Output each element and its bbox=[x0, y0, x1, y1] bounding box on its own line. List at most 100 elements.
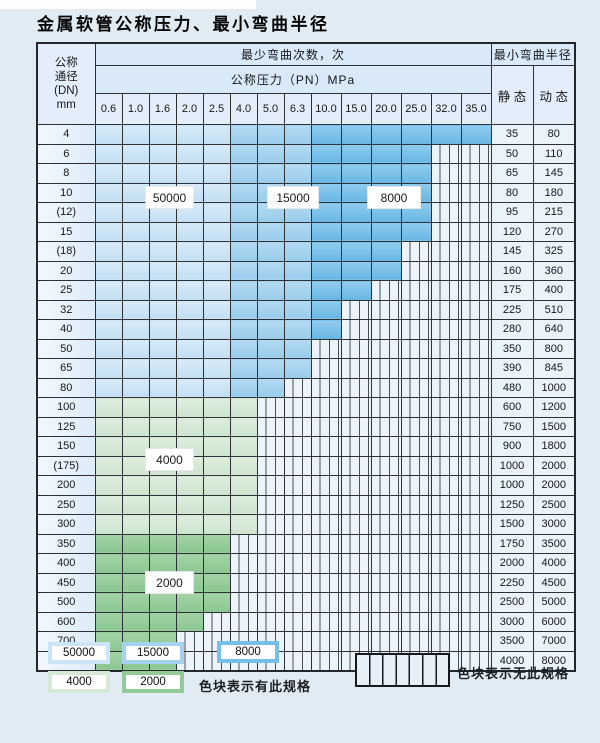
cell-dn: 65 bbox=[36, 358, 96, 379]
cell-spec-available bbox=[400, 143, 432, 164]
cell-spec-available bbox=[175, 358, 204, 379]
cell-spec-available bbox=[148, 514, 177, 535]
cell-spec-available bbox=[256, 143, 285, 164]
cell-spec-available bbox=[229, 260, 258, 281]
cell-dynamic-radius: 325 bbox=[532, 241, 576, 262]
cell-spec-available bbox=[283, 260, 312, 281]
cell-spec-available bbox=[202, 592, 231, 613]
cell-no-spec bbox=[430, 611, 462, 632]
cell-dynamic-radius: 4500 bbox=[532, 572, 576, 593]
cell-spec-available bbox=[175, 611, 204, 632]
static-column-header: 静 态 bbox=[490, 65, 534, 125]
cell-no-spec bbox=[430, 533, 462, 554]
cell-spec-available bbox=[175, 592, 204, 613]
cell-no-spec bbox=[430, 163, 462, 184]
cell-static-radius: 65 bbox=[490, 163, 534, 184]
cell-spec-available bbox=[121, 163, 150, 184]
cell-spec-available bbox=[256, 124, 285, 145]
cell-spec-available bbox=[229, 436, 258, 457]
cell-no-spec bbox=[370, 533, 402, 554]
cell-static-radius: 1500 bbox=[490, 514, 534, 535]
cell-spec-available bbox=[202, 163, 231, 184]
cell-spec-available bbox=[94, 592, 123, 613]
cell-spec-available bbox=[121, 299, 150, 320]
cell-dynamic-radius: 110 bbox=[532, 143, 576, 164]
cell-spec-available bbox=[148, 494, 177, 515]
cell-spec-available bbox=[229, 319, 258, 340]
cell-spec-available bbox=[175, 338, 204, 359]
table-row: 600 3000 6000 bbox=[36, 611, 576, 632]
cell-spec-available bbox=[121, 241, 150, 262]
cell-spec-available bbox=[340, 241, 372, 262]
table-row: 32 225 510 bbox=[36, 299, 576, 320]
cell-dynamic-radius: 400 bbox=[532, 280, 576, 301]
cell-spec-available bbox=[94, 377, 123, 398]
cell-no-spec bbox=[460, 533, 492, 554]
cell-spec-available bbox=[148, 611, 177, 632]
cell-no-spec bbox=[400, 611, 432, 632]
cell-dn: (12) bbox=[36, 202, 96, 223]
cell-spec-available bbox=[121, 182, 150, 203]
pressure-value-header: 2.5 bbox=[202, 93, 231, 125]
cycles-label-15000: 15000 bbox=[267, 186, 319, 209]
table-row: 20 160 360 bbox=[36, 260, 576, 281]
cell-spec-available bbox=[202, 143, 231, 164]
cell-spec-available bbox=[148, 163, 177, 184]
bend-times-header: 最少弯曲次数，次 bbox=[94, 42, 492, 66]
cell-spec-available bbox=[256, 377, 285, 398]
cell-no-spec bbox=[256, 572, 285, 593]
cell-dynamic-radius: 640 bbox=[532, 319, 576, 340]
cell-no-spec bbox=[310, 494, 342, 515]
cell-spec-available bbox=[310, 319, 342, 340]
legend-swatch-2000: 2000 bbox=[122, 671, 184, 693]
cell-no-spec bbox=[460, 572, 492, 593]
cell-spec-available bbox=[175, 280, 204, 301]
cell-spec-available bbox=[256, 338, 285, 359]
cell-dn: 400 bbox=[36, 553, 96, 574]
cell-static-radius: 3500 bbox=[490, 631, 534, 652]
cell-spec-available bbox=[175, 553, 204, 574]
cell-dn: 100 bbox=[36, 397, 96, 418]
cell-static-radius: 160 bbox=[490, 260, 534, 281]
cell-spec-available bbox=[175, 494, 204, 515]
cell-no-spec bbox=[256, 397, 285, 418]
cell-no-spec bbox=[340, 416, 372, 437]
pressure-value-header: 35.0 bbox=[460, 93, 492, 125]
table-row: 4 35 80 bbox=[36, 124, 576, 145]
cell-dn: 450 bbox=[36, 572, 96, 593]
cell-spec-available bbox=[229, 416, 258, 437]
cycles-label-50000: 50000 bbox=[145, 186, 194, 209]
cell-no-spec bbox=[400, 572, 432, 593]
table-row: 15 120 270 bbox=[36, 221, 576, 242]
pressure-value-header: 10.0 bbox=[310, 93, 342, 125]
cell-spec-available bbox=[148, 280, 177, 301]
cell-spec-available bbox=[121, 416, 150, 437]
cell-no-spec bbox=[229, 611, 258, 632]
cell-dynamic-radius: 215 bbox=[532, 202, 576, 223]
cell-spec-available bbox=[400, 163, 432, 184]
cell-spec-available bbox=[121, 319, 150, 340]
cell-no-spec bbox=[460, 319, 492, 340]
cell-no-spec bbox=[310, 514, 342, 535]
cell-spec-available bbox=[202, 280, 231, 301]
cell-spec-available bbox=[148, 397, 177, 418]
cell-static-radius: 600 bbox=[490, 397, 534, 418]
cell-dynamic-radius: 845 bbox=[532, 358, 576, 379]
cell-spec-available bbox=[229, 221, 258, 242]
cell-spec-available bbox=[175, 397, 204, 418]
cell-no-spec bbox=[460, 280, 492, 301]
cell-dn: 500 bbox=[36, 592, 96, 613]
cell-no-spec bbox=[430, 358, 462, 379]
cell-spec-available bbox=[202, 124, 231, 145]
table-row: 65 390 845 bbox=[36, 358, 576, 379]
cell-spec-available bbox=[430, 124, 462, 145]
cell-no-spec bbox=[310, 611, 342, 632]
dn-column-header: 公称 通径 (DN) mm bbox=[36, 42, 96, 125]
cell-no-spec bbox=[283, 572, 312, 593]
cell-no-spec bbox=[400, 397, 432, 418]
table-row: 200 1000 2000 bbox=[36, 475, 576, 496]
cell-spec-available bbox=[283, 280, 312, 301]
cell-no-spec bbox=[340, 533, 372, 554]
cell-no-spec bbox=[283, 553, 312, 574]
cell-no-spec bbox=[310, 436, 342, 457]
